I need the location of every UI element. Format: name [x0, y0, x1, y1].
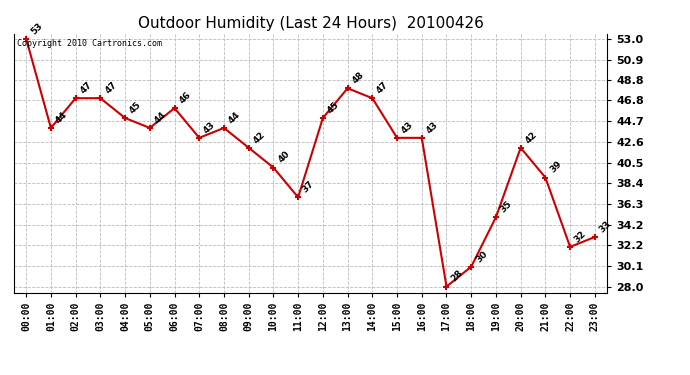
Text: 43: 43 [424, 120, 440, 135]
Text: 40: 40 [276, 150, 291, 165]
Text: 32: 32 [573, 229, 588, 244]
Title: Outdoor Humidity (Last 24 Hours)  20100426: Outdoor Humidity (Last 24 Hours) 2010042… [137, 16, 484, 31]
Text: 48: 48 [351, 70, 366, 86]
Text: 42: 42 [524, 130, 539, 145]
Text: 47: 47 [375, 80, 391, 95]
Text: 43: 43 [400, 120, 415, 135]
Text: 30: 30 [474, 249, 489, 264]
Text: 37: 37 [301, 179, 316, 195]
Text: 44: 44 [54, 110, 69, 125]
Text: 44: 44 [152, 110, 168, 125]
Text: 33: 33 [598, 219, 613, 234]
Text: Copyright 2010 Cartronics.com: Copyright 2010 Cartronics.com [17, 39, 161, 48]
Text: 28: 28 [449, 268, 464, 284]
Text: 47: 47 [103, 80, 119, 95]
Text: 39: 39 [548, 159, 564, 175]
Text: 42: 42 [251, 130, 267, 145]
Text: 46: 46 [177, 90, 193, 105]
Text: 45: 45 [128, 100, 143, 115]
Text: 44: 44 [227, 110, 242, 125]
Text: 47: 47 [79, 80, 94, 95]
Text: 43: 43 [202, 120, 217, 135]
Text: 45: 45 [326, 100, 341, 115]
Text: 35: 35 [499, 199, 514, 214]
Text: 53: 53 [29, 21, 44, 36]
